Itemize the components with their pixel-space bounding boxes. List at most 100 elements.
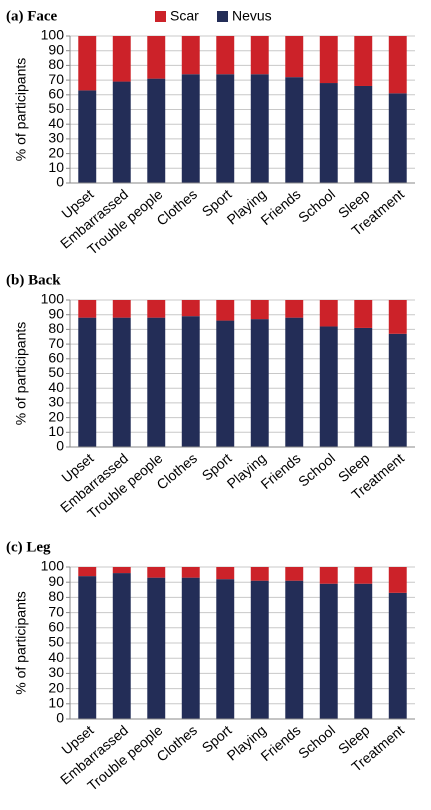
- panel-title: (c) Leg: [6, 539, 51, 555]
- bar-segment: [388, 36, 407, 94]
- bar-segment: [216, 36, 235, 75]
- legend-swatch: [217, 11, 228, 22]
- y-tick-label: 90: [48, 41, 64, 57]
- bar-segment: [112, 573, 131, 719]
- bar-segment: [78, 576, 97, 719]
- y-tick-label: 50: [48, 100, 64, 116]
- bar-segment: [250, 567, 269, 581]
- bar-segment: [285, 567, 304, 581]
- y-tick-label: 70: [48, 71, 64, 87]
- panel: (a) Face % of participants 010203040506070…: [6, 8, 415, 258]
- bar-segment: [388, 567, 407, 593]
- bar-segment: [112, 317, 131, 447]
- y-tick-label: 50: [48, 634, 64, 650]
- legend-label: Nevus: [232, 8, 272, 24]
- y-tick-label: 40: [48, 379, 64, 395]
- bar-segment: [354, 300, 373, 328]
- y-tick-label: 80: [48, 56, 64, 72]
- y-axis-label: % of participants: [13, 591, 29, 695]
- y-tick-label: 80: [48, 320, 64, 336]
- y-tick-label: 0: [56, 438, 64, 454]
- y-tick-label: 40: [48, 115, 64, 131]
- bar-segment: [216, 567, 235, 580]
- bar-segment: [216, 300, 235, 321]
- bar-segment: [181, 74, 200, 183]
- bar-segment: [319, 567, 338, 584]
- y-tick-label: 100: [41, 27, 65, 43]
- y-tick-label: 70: [48, 603, 64, 619]
- bar-segment: [285, 580, 304, 719]
- bar-segment: [250, 319, 269, 447]
- y-tick-label: 0: [56, 710, 64, 726]
- bar-segment: [78, 300, 97, 318]
- bar-segment: [354, 85, 373, 183]
- y-tick-label: 100: [41, 558, 65, 574]
- bar-segment: [216, 74, 235, 183]
- bar-segment: [354, 567, 373, 584]
- bar-segment: [250, 580, 269, 719]
- y-tick-label: 90: [48, 573, 64, 589]
- bar-segment: [319, 300, 338, 327]
- bar-segment: [285, 300, 304, 318]
- x-tick-label: Friends: [258, 722, 304, 764]
- panel: (b) Back % of participants 010203040506070…: [6, 272, 415, 522]
- bar-segment: [112, 567, 131, 574]
- bar-segment: [147, 317, 166, 447]
- bar-segment: [319, 583, 338, 719]
- legend-swatch: [155, 11, 166, 22]
- bar-segment: [112, 300, 131, 318]
- panel: (c) Leg % of participants 0102030405060708…: [6, 539, 415, 794]
- bar-segment: [250, 36, 269, 75]
- y-axis-label: % of participants: [13, 322, 29, 426]
- bar-segment: [354, 583, 373, 719]
- y-tick-label: 30: [48, 394, 64, 410]
- bar-segment: [181, 36, 200, 75]
- panel-title: (b) Back: [6, 272, 61, 288]
- bar-segment: [181, 577, 200, 719]
- bar-segment: [147, 300, 166, 318]
- y-tick-label: 60: [48, 86, 64, 102]
- y-tick-label: 10: [48, 423, 64, 439]
- bar-segment: [147, 36, 166, 79]
- bar-segment: [285, 36, 304, 78]
- y-tick-label: 10: [48, 695, 64, 711]
- y-tick-label: 30: [48, 664, 64, 680]
- x-tick-label: School: [295, 722, 338, 762]
- panel-title: (a) Face: [6, 8, 58, 24]
- bar-segment: [388, 93, 407, 183]
- y-tick-label: 10: [48, 159, 64, 175]
- bar-segment: [354, 327, 373, 447]
- y-tick-label: 80: [48, 588, 64, 604]
- bar-segment: [388, 333, 407, 447]
- y-tick-label: 70: [48, 335, 64, 351]
- legend-label: Scar: [170, 8, 199, 24]
- bar-segment: [112, 81, 131, 183]
- bar-segment: [147, 78, 166, 183]
- bar-segment: [216, 320, 235, 447]
- bar-segment: [216, 579, 235, 719]
- bar-segment: [319, 326, 338, 447]
- bar-segment: [181, 316, 200, 447]
- bar-segment: [319, 83, 338, 183]
- bar-segment: [112, 36, 131, 82]
- bar-segment: [181, 300, 200, 317]
- bar-segment: [147, 567, 166, 578]
- y-tick-label: 40: [48, 649, 64, 665]
- bar-segment: [147, 577, 166, 719]
- bar-segment: [285, 77, 304, 183]
- y-tick-label: 90: [48, 305, 64, 321]
- y-axis-label: % of participants: [13, 58, 29, 162]
- bar-segment: [285, 317, 304, 447]
- bar-segment: [250, 300, 269, 320]
- bar-segment: [250, 74, 269, 183]
- x-tick-label: School: [295, 450, 338, 490]
- bar-segment: [181, 567, 200, 578]
- y-tick-label: 60: [48, 350, 64, 366]
- y-tick-label: 30: [48, 130, 64, 146]
- bar-segment: [78, 90, 97, 183]
- bar-segment: [354, 36, 373, 86]
- x-tick-label: School: [295, 186, 338, 226]
- y-tick-label: 50: [48, 364, 64, 380]
- bar-segment: [78, 567, 97, 577]
